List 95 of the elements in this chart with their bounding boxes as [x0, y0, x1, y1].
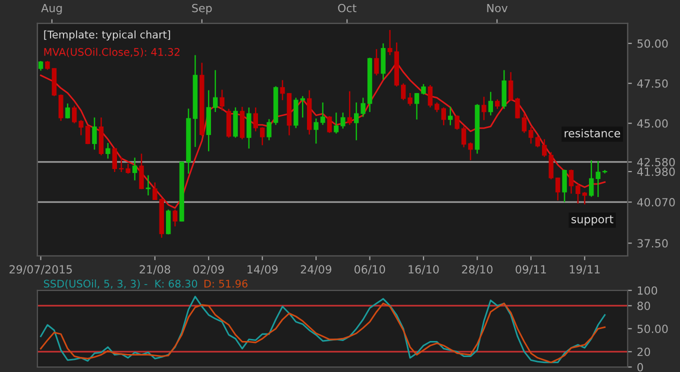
candlestick	[596, 160, 600, 198]
x2-tick-label: Nov	[487, 4, 508, 12]
x-tick-label: 06/10	[354, 265, 386, 274]
ref-line-label: resistance	[564, 128, 620, 138]
x-tick-label: 21/08	[140, 265, 170, 274]
y-tick-label: 80	[637, 302, 650, 310]
candlestick	[582, 191, 588, 205]
candlestick	[72, 105, 77, 124]
candlestick	[542, 138, 547, 158]
y-tick-label: 41.980	[637, 168, 675, 176]
series-label: D: 51.96	[204, 280, 248, 288]
y-tick-label: 50.00	[638, 39, 668, 48]
candlestick	[482, 96, 486, 121]
candlestick	[246, 106, 252, 150]
candlestick	[85, 125, 90, 145]
candlestick	[300, 96, 306, 118]
x-tick-label: 16/10	[408, 265, 439, 274]
series-label: MVA(USOil.Close,5): 41.32	[44, 48, 180, 58]
candlestick	[106, 142, 110, 160]
y-tick-label: 40.070	[637, 198, 675, 206]
series-label: SSD(USOil, 5, 3, 3) - K: 68.30	[44, 280, 198, 289]
candlestick	[576, 183, 580, 204]
candlestick	[166, 208, 171, 235]
candlestick	[132, 157, 138, 181]
candlestick	[401, 82, 406, 101]
y-tick-label: 47.50	[637, 79, 668, 88]
x-tick-label: 29/07/2015	[10, 265, 72, 274]
x2-tick-label: Aug	[41, 4, 62, 14]
candlestick	[495, 98, 500, 110]
y-tick-label: 37.50	[638, 239, 668, 248]
candlestick	[340, 112, 346, 130]
candlestick	[112, 147, 117, 173]
candlestick	[320, 102, 326, 126]
candlestick	[146, 174, 151, 196]
candlestick	[414, 92, 420, 120]
candlestick	[118, 156, 124, 173]
candlestick	[454, 114, 460, 130]
x-tick-label: 19/11	[570, 265, 600, 274]
candlestick	[461, 126, 466, 148]
candlestick	[508, 72, 514, 102]
x-tick-label: 02/09	[193, 265, 224, 274]
candlestick	[515, 97, 520, 120]
x2-tick-label: Sep	[192, 4, 212, 14]
candlestick	[488, 91, 494, 116]
x-tick-label: 28/10	[462, 265, 492, 274]
candlestick	[548, 151, 554, 180]
y-tick-label: 42.580	[637, 158, 675, 166]
candlestick	[152, 182, 158, 201]
candlestick	[535, 135, 540, 148]
candlestick	[428, 84, 433, 108]
candlestick	[266, 118, 272, 141]
y-tick-label: 0	[637, 362, 643, 372]
candlestick	[448, 106, 453, 126]
y-tick-label: 50.00	[638, 324, 668, 334]
candlestick	[280, 80, 285, 101]
ref-line-label: support	[572, 215, 614, 226]
annotation: [Template: typical chart]	[44, 30, 170, 40]
y-tick-label: 45.00	[637, 119, 668, 128]
candlestick	[360, 97, 366, 118]
candlestick	[408, 92, 412, 106]
candlestick	[589, 160, 594, 198]
candlestick	[347, 90, 352, 126]
candlestick	[314, 118, 318, 144]
candlestick	[253, 106, 258, 132]
candlestick	[441, 106, 446, 126]
y-tick-label: 20	[637, 348, 650, 356]
candlestick	[468, 142, 473, 161]
candlestick	[327, 115, 332, 134]
candlestick	[354, 102, 359, 141]
x2-tick-label: Oct	[338, 4, 356, 12]
candlestick	[65, 102, 70, 120]
candlestick	[126, 163, 130, 174]
candlestick	[388, 29, 392, 56]
candlestick	[555, 177, 560, 201]
candlestick	[568, 169, 574, 194]
x-tick-label: 14/09	[248, 265, 278, 274]
candlestick	[260, 126, 265, 146]
candlestick	[421, 84, 426, 96]
candlestick	[434, 102, 440, 113]
candlestick	[38, 60, 44, 72]
candlestick	[212, 69, 218, 113]
candlestick	[92, 116, 97, 150]
candlestick	[58, 94, 64, 122]
candlestick	[139, 153, 144, 190]
y-tick-label: 100	[638, 286, 658, 295]
candlestick	[522, 113, 527, 134]
candlestick	[334, 112, 339, 134]
candlestick	[78, 119, 84, 136]
x-tick-label: 24/09	[300, 265, 332, 274]
x-tick-label: 09/11	[516, 265, 546, 274]
candlestick	[528, 126, 534, 144]
candlestick	[220, 89, 224, 112]
candlestick	[562, 169, 567, 203]
candlestick	[374, 48, 379, 76]
candlestick	[172, 208, 178, 227]
